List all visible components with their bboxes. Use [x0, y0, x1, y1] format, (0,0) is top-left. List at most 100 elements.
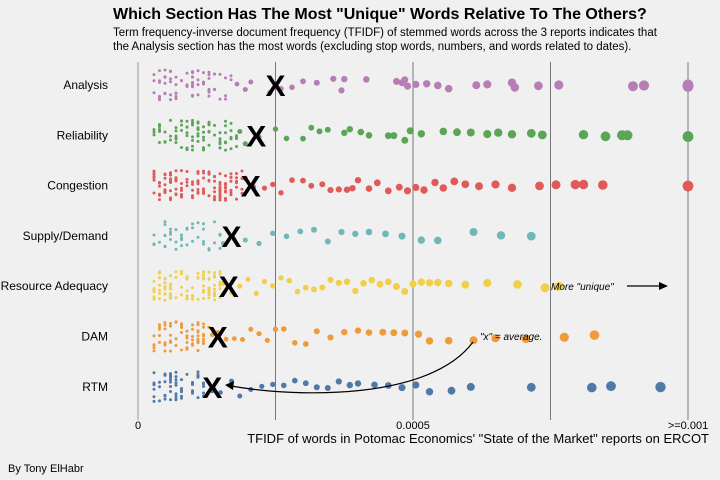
point-analysis-19 — [444, 84, 453, 93]
point-congestion-cluster-112 — [169, 173, 172, 177]
point-supply-demand-cluster-0 — [202, 242, 205, 246]
point-reliability-cluster-9 — [196, 132, 200, 136]
point-analysis-cluster-31 — [185, 83, 189, 87]
point-reliability-5 — [300, 135, 306, 142]
point-rtm-cluster-15 — [169, 385, 172, 388]
point-analysis-cluster-56 — [169, 69, 172, 73]
point-analysis-25 — [554, 80, 564, 90]
point-dam-15 — [354, 327, 362, 334]
point-analysis-21 — [483, 80, 492, 89]
point-rtm-16 — [384, 382, 392, 389]
point-supply-demand-9 — [338, 228, 345, 236]
point-resource-adequacy-cluster-51 — [174, 296, 178, 300]
point-analysis-cluster-53 — [207, 89, 211, 93]
point-resource-adequacy-22 — [401, 288, 409, 295]
point-reliability-cluster-74 — [202, 125, 205, 129]
point-congestion-cluster-116 — [180, 182, 183, 185]
point-resource-adequacy-2 — [237, 283, 243, 289]
point-reliability-0 — [237, 129, 243, 134]
point-dam-24 — [491, 334, 500, 343]
point-reliability-16 — [406, 127, 414, 135]
point-reliability-cluster-63 — [191, 144, 194, 148]
point-congestion-cluster-9 — [218, 172, 222, 176]
x-tick-label-1: 0.0005 — [396, 420, 430, 432]
point-supply-demand-cluster-23 — [196, 235, 200, 239]
point-reliability-8 — [324, 126, 331, 133]
point-supply-demand-cluster-31 — [163, 220, 167, 224]
point-analysis-cluster-12 — [163, 81, 167, 85]
point-dam-cluster-45 — [202, 342, 205, 346]
point-rtm-12 — [335, 378, 342, 385]
point-congestion-7 — [308, 182, 315, 189]
point-supply-demand-cluster-27 — [191, 239, 194, 243]
point-supply-demand-cluster-36 — [218, 233, 222, 237]
point-rtm-13 — [346, 381, 353, 389]
point-analysis-cluster-65 — [163, 68, 167, 72]
point-reliability-cluster-88 — [207, 120, 211, 124]
point-reliability-cluster-49 — [229, 137, 233, 141]
point-reliability-6 — [308, 124, 315, 131]
point-rtm-cluster-14 — [169, 380, 172, 384]
point-congestion-17 — [395, 183, 403, 191]
point-dam-cluster-60 — [174, 320, 178, 324]
point-resource-adequacy-32 — [554, 281, 564, 291]
point-dam-cluster-57 — [202, 325, 205, 329]
point-analysis-cluster-58 — [196, 93, 200, 97]
point-dam-cluster-13 — [158, 323, 161, 327]
annotation-average-arrowhead — [225, 381, 234, 390]
point-resource-adequacy-cluster-44 — [218, 287, 222, 291]
point-resource-adequacy-cluster-35 — [152, 279, 156, 283]
point-reliability-cluster-41 — [229, 147, 233, 151]
point-reliability-15 — [401, 136, 409, 144]
point-dam-20 — [414, 330, 423, 338]
point-reliability-cluster-71 — [191, 123, 194, 127]
point-rtm-cluster-59 — [174, 397, 178, 401]
point-resource-adequacy-24 — [417, 278, 425, 286]
point-resource-adequacy-19 — [376, 280, 384, 288]
point-resource-adequacy-cluster-73 — [218, 272, 222, 276]
point-congestion-cluster-64 — [240, 191, 244, 195]
point-congestion-cluster-122 — [180, 186, 183, 190]
point-supply-demand-cluster-13 — [180, 233, 183, 237]
point-rtm-cluster-50 — [174, 375, 178, 379]
category-label-reliability: Reliability — [57, 128, 108, 142]
point-analysis-cluster-34 — [174, 75, 178, 79]
point-congestion-26 — [491, 180, 500, 189]
point-supply-demand-4 — [270, 230, 276, 236]
point-dam-cluster-15 — [191, 335, 194, 338]
point-reliability-cluster-87 — [152, 128, 156, 132]
chart-title: Which Section Has The Most "Unique" Word… — [113, 6, 647, 23]
point-rtm-cluster-52 — [174, 381, 178, 385]
point-dam-23 — [469, 336, 478, 345]
point-dam-cluster-62 — [152, 349, 156, 353]
point-resource-adequacy-cluster-45 — [207, 270, 211, 274]
point-supply-demand-13 — [398, 232, 406, 240]
point-resource-adequacy-cluster-62 — [191, 294, 194, 298]
x-gridlines — [137, 62, 689, 420]
point-congestion-cluster-105 — [235, 172, 238, 175]
point-congestion-cluster-59 — [185, 180, 189, 184]
point-congestion-cluster-124 — [235, 179, 238, 183]
point-congestion-15 — [373, 179, 381, 187]
point-rtm-cluster-18 — [174, 378, 178, 382]
data-points — [152, 68, 694, 403]
point-analysis-cluster-18 — [196, 78, 200, 82]
point-rtm-cluster-20 — [191, 389, 194, 393]
x-tick-labels: 0 0.0005 >=0.001 — [135, 420, 708, 432]
point-supply-demand-14 — [417, 236, 425, 244]
point-resource-adequacy-23 — [409, 280, 417, 288]
point-reliability-cluster-47 — [174, 129, 178, 133]
point-analysis-cluster-9 — [196, 83, 200, 87]
point-congestion-cluster-70 — [218, 189, 222, 193]
point-resource-adequacy-cluster-23 — [207, 296, 211, 300]
mean-marker-analysis: X — [265, 70, 285, 103]
point-reliability-cluster-81 — [191, 138, 194, 142]
point-congestion-cluster-98 — [229, 190, 233, 194]
point-dam-cluster-24 — [196, 349, 200, 352]
point-supply-demand-cluster-37 — [218, 246, 222, 250]
point-analysis-cluster-40 — [196, 69, 200, 73]
point-reliability-3 — [272, 126, 279, 132]
point-congestion-cluster-12 — [180, 169, 183, 173]
point-supply-demand-2 — [242, 237, 248, 243]
point-reliability-12 — [365, 132, 373, 139]
